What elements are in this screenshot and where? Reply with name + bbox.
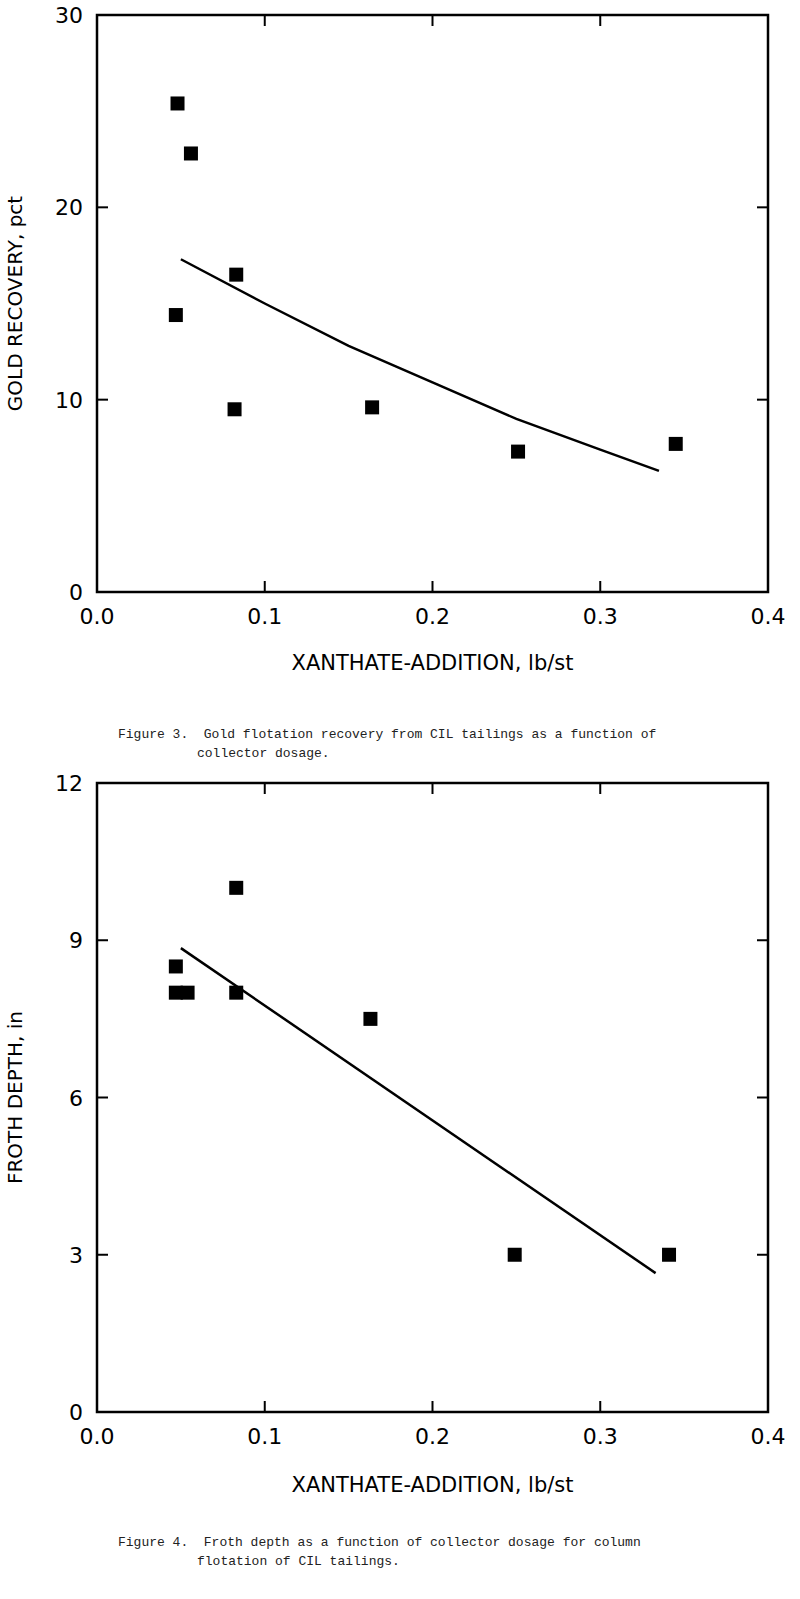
data-point — [171, 96, 185, 110]
data-point — [363, 1012, 377, 1026]
x-tick — [767, 581, 769, 592]
y-tick — [97, 782, 108, 784]
x-tick-top — [599, 15, 601, 26]
x-tick-top — [432, 783, 434, 794]
x-tick — [599, 1401, 601, 1412]
y-tick-right — [757, 939, 768, 941]
y-tick-label: 10 — [55, 388, 83, 413]
chart: 0.0 0.1 0.2 0.3 0.4 0 10 20 30 XANTHATE-ADDITION,… — [3, 3, 786, 761]
plot-frame — [97, 783, 768, 1412]
y-tick-right — [757, 1254, 768, 1256]
y-tick-label: 3 — [69, 1243, 83, 1268]
y-tick-label: 20 — [55, 195, 83, 220]
x-tick-label: 0.4 — [751, 604, 786, 629]
plot-data — [169, 96, 683, 470]
y-tick-label: 9 — [69, 928, 83, 953]
y-tick-right — [757, 591, 768, 593]
y-tick-label: 30 — [55, 3, 83, 28]
y-tick — [97, 399, 108, 401]
y-tick — [97, 14, 108, 16]
x-tick-top — [432, 15, 434, 26]
x-tick-top — [264, 783, 266, 794]
x-tick-label: 0.1 — [247, 604, 282, 629]
fit-line — [181, 259, 659, 471]
y-tick-right — [757, 782, 768, 784]
x-tick — [264, 1401, 266, 1412]
x-tick-top — [767, 15, 769, 26]
caption: Figure 3. Gold flotation recovery from C… — [118, 727, 656, 742]
x-tick-label: 0.3 — [583, 1424, 618, 1449]
x-tick — [599, 581, 601, 592]
x-tick-label: 0.0 — [80, 604, 115, 629]
x-tick — [432, 581, 434, 592]
x-tick — [767, 1401, 769, 1412]
y-tick-right — [757, 399, 768, 401]
y-tick-label: 6 — [69, 1086, 83, 1111]
y-tick — [97, 1097, 108, 1099]
y-tick — [97, 1254, 108, 1256]
y-tick-right — [757, 206, 768, 208]
data-point — [229, 986, 243, 1000]
data-point — [229, 881, 243, 895]
y-tick-right — [757, 1097, 768, 1099]
y-tick-label: 0 — [69, 1400, 83, 1425]
y-tick-right — [757, 14, 768, 16]
x-tick-label: 0.3 — [583, 604, 618, 629]
data-point — [169, 959, 183, 973]
x-axis-title: XANTHATE-ADDITION, lb/st — [292, 1473, 574, 1497]
x-tick-top — [96, 783, 98, 794]
x-tick-top — [599, 783, 601, 794]
x-axis-title: XANTHATE-ADDITION, lb/st — [292, 651, 574, 675]
x-tick-label: 0.2 — [415, 604, 450, 629]
x-tick-label: 0.4 — [751, 1424, 786, 1449]
data-point — [365, 400, 379, 414]
x-tick-top — [264, 15, 266, 26]
caption: flotation of CIL tailings. — [197, 1554, 400, 1569]
x-tick — [264, 581, 266, 592]
data-point — [184, 146, 198, 160]
data-point — [508, 1248, 522, 1262]
y-tick — [97, 206, 108, 208]
data-point — [228, 402, 242, 416]
y-tick — [97, 591, 108, 593]
x-tick — [432, 1401, 434, 1412]
y-axis-title: GOLD RECOVERY, pct — [3, 196, 27, 412]
x-tick — [96, 1401, 98, 1412]
x-tick-label: 0.1 — [247, 1424, 282, 1449]
figure: 0.00.10.20.30.40102030XANTHATE-ADDITION,… — [0, 0, 800, 1599]
x-tick-label: 0.2 — [415, 1424, 450, 1449]
x-tick-top — [96, 15, 98, 26]
chart: 0.0 0.1 0.2 0.3 0.4 0 3 6 9 12 XANTHATE-ADDITION, … — [3, 771, 786, 1569]
data-point — [669, 437, 683, 451]
y-axis-title: FROTH DEPTH, in — [3, 1011, 27, 1184]
y-tick — [97, 939, 108, 941]
x-tick — [96, 581, 98, 592]
data-point — [662, 1248, 676, 1262]
plot-data — [169, 881, 676, 1273]
y-tick — [97, 1411, 108, 1413]
caption: Figure 4. Froth depth as a function of c… — [118, 1535, 641, 1550]
data-point — [181, 986, 195, 1000]
fit-line — [181, 948, 656, 1273]
x-tick-label: 0.0 — [80, 1424, 115, 1449]
x-tick-top — [767, 783, 769, 794]
y-tick-right — [757, 1411, 768, 1413]
data-point — [511, 445, 525, 459]
data-point — [229, 268, 243, 282]
caption: collector dosage. — [197, 746, 330, 761]
plot-frame — [97, 15, 768, 592]
data-point — [169, 308, 183, 322]
y-tick-label: 0 — [69, 580, 83, 605]
y-tick-label: 12 — [55, 771, 83, 796]
